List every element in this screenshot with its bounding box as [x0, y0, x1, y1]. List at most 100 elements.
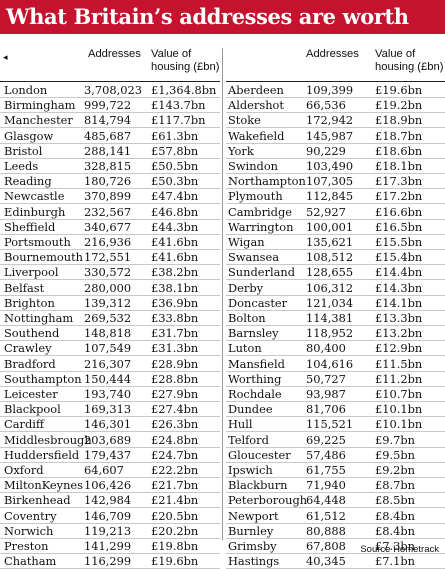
value-cell: £22.2bn: [151, 463, 199, 477]
city-cell: Leeds: [4, 159, 39, 173]
title-bar: What Britain’s addresses are worth: [0, 0, 445, 34]
addresses-cell: 203,689: [84, 432, 132, 447]
addresses-cell: 61,755: [306, 463, 346, 477]
city-cell: Peterborough: [228, 493, 308, 508]
city-cell: Telford: [228, 432, 269, 447]
value-cell: £19.6bn: [375, 83, 423, 97]
city-cell: Birmingham: [4, 98, 76, 113]
addresses-cell: 100,001: [306, 219, 354, 234]
addresses-cell: 80,400: [306, 341, 346, 356]
table-row: Dundee 81,706 £10.1bn: [226, 402, 445, 418]
table-row: Liverpool 330,572 £38.2bn: [0, 265, 220, 281]
city-cell: Reading: [4, 174, 52, 189]
addresses-cell: 330,572: [84, 265, 132, 280]
addresses-cell: 121,034: [306, 295, 354, 310]
city-cell: Rochdale: [228, 387, 282, 401]
table-row: Nottingham 269,532 £33.8bn: [0, 311, 220, 326]
table-row: Huddersfield 179,437 £24.7bn: [0, 448, 220, 463]
table-row: MiltonKeynes 106,426 £21.7bn: [0, 478, 220, 494]
table-row: Crawley 107,549 £31.3bn: [0, 341, 220, 357]
addresses-cell: 139,312: [84, 295, 132, 310]
addresses-cell: 128,655: [306, 265, 354, 280]
addresses-cell: 370,899: [84, 189, 132, 204]
table-row: Aberdeen 109,399 £19.6bn: [226, 83, 445, 98]
value-cell: £17.2bn: [375, 189, 423, 204]
value-cell: £15.5bn: [375, 235, 423, 249]
city-cell: Barnsley: [228, 326, 279, 341]
page-title: What Britain’s addresses are worth: [6, 4, 409, 29]
value-header-line2: housing (£bn): [375, 61, 444, 73]
left-table: ◂ Addresses Value of housing (£bn) Londo…: [0, 48, 220, 569]
table-row: Portsmouth 216,936 £41.6bn: [0, 235, 220, 250]
table-row: Southampton 150,444 £28.8bn: [0, 372, 220, 387]
table-row: Newport 61,512 £8.4bn: [226, 509, 445, 524]
value-cell: £47.4bn: [151, 189, 199, 204]
value-cell: £17.3bn: [375, 174, 423, 189]
addresses-cell: 119,213: [84, 523, 132, 538]
table-row: Stoke 172,942 £18.9bn: [226, 113, 445, 129]
value-cell: £8.5bn: [375, 493, 415, 508]
value-cell: £41.6bn: [151, 250, 199, 265]
value-cell: £9.7bn: [375, 432, 415, 447]
table-row: Belfast 280,000 £38.1bn: [0, 281, 220, 296]
value-cell: £28.9bn: [151, 356, 199, 371]
addresses-cell: 232,567: [84, 204, 132, 219]
value-cell: £8.4bn: [375, 508, 415, 523]
value-header-line1: Value of: [151, 48, 192, 60]
addresses-cell: 107,549: [84, 341, 132, 356]
addresses-cell: 104,616: [306, 356, 354, 371]
city-cell: Luton: [228, 341, 262, 356]
addresses-cell: 71,940: [306, 478, 346, 493]
addresses-cell: 112,845: [306, 189, 354, 204]
value-cell: £28.8bn: [151, 371, 199, 386]
city-cell: Edinburgh: [4, 204, 66, 219]
source-note: Source Hometrack: [360, 544, 439, 555]
city-cell: Crawley: [4, 341, 52, 356]
addresses-cell: 3,708,023: [84, 83, 142, 97]
addresses-cell: 66,536: [306, 98, 346, 113]
table-row: Norwich 119,213 £20.2bn: [0, 524, 220, 539]
value-cell: £24.7bn: [151, 447, 199, 462]
column-divider: [222, 48, 223, 540]
table-row: Cardiff 146,301 £26.3bn: [0, 417, 220, 433]
addresses-cell: 93,987: [306, 387, 346, 401]
table-row: Reading 180,726 £50.3bn: [0, 174, 220, 190]
value-cell: £117.7bn: [151, 113, 206, 128]
header-rule: [226, 81, 445, 82]
city-cell: Mansfield: [228, 356, 285, 371]
value-cell: £8.4bn: [375, 523, 415, 538]
value-cell: £46.8bn: [151, 204, 199, 219]
city-cell: Northampton: [228, 174, 306, 189]
table-row: Rochdale 93,987 £10.7bn: [226, 387, 445, 402]
value-cell: £143.7bn: [151, 98, 206, 113]
table-row: Aldershot 66,536 £19.2bn: [226, 98, 445, 114]
table-row: Glasgow 485,687 £61.3bn: [0, 129, 220, 144]
value-cell: £38.2bn: [151, 265, 199, 280]
addresses-cell: 179,437: [84, 447, 132, 462]
city-cell: Blackpool: [4, 402, 61, 417]
value-header: Value of housing (£bn): [375, 48, 443, 74]
city-cell: Oxford: [4, 463, 44, 477]
city-cell: Stoke: [228, 113, 261, 128]
table-row: Gloucester 57,486 £9.5bn: [226, 448, 445, 463]
table-row: Coventry 146,709 £20.5bn: [0, 509, 220, 524]
city-cell: Burnley: [228, 523, 274, 538]
table-row: Preston 141,299 £19.8bn: [0, 539, 220, 554]
table-row: Brighton 139,312 £36.9bn: [0, 296, 220, 311]
table-row: Peterborough 64,448 £8.5bn: [226, 493, 445, 509]
value-cell: £9.5bn: [375, 447, 415, 462]
value-cell: £11.5bn: [375, 356, 423, 371]
addresses-cell: 57,486: [306, 447, 346, 462]
addresses-cell: 118,952: [306, 326, 354, 341]
city-cell: Wigan: [228, 235, 265, 249]
addresses-cell: 216,307: [84, 356, 132, 371]
table-row: Sheffield 340,677 £44.3bn: [0, 220, 220, 235]
city-cell: Aberdeen: [228, 83, 284, 97]
table-row: Burnley 80,888 £8.4bn: [226, 524, 445, 539]
city-cell: Bournemouth: [4, 250, 83, 265]
addresses-cell: 50,727: [306, 371, 346, 386]
table-row: Oxford 64,607 £22.2bn: [0, 463, 220, 478]
addresses-cell: 107,305: [306, 174, 354, 189]
table-row: Leeds 328,815 £50.5bn: [0, 159, 220, 174]
value-cell: £27.4bn: [151, 402, 199, 417]
